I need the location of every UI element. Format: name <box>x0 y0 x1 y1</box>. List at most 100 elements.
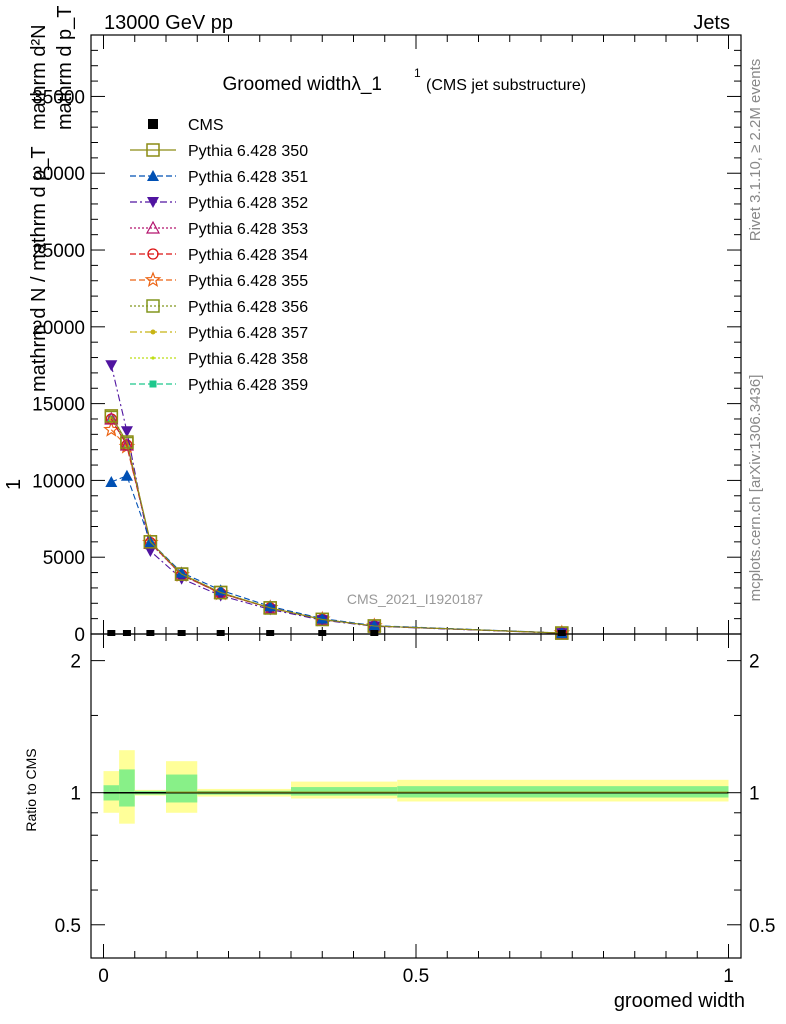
legend-label: Pythia 6.428 351 <box>188 169 308 186</box>
legend-marker <box>145 220 161 234</box>
x-tick-label: 1 <box>723 966 734 987</box>
legend-entry: Pythia 6.428 352 <box>130 195 308 212</box>
series-8 <box>109 417 564 635</box>
series-5 <box>103 421 571 641</box>
cms-data-point <box>318 630 327 636</box>
legend-marker <box>146 299 160 313</box>
plot-title: Groomed widthλ_1 <box>223 74 382 95</box>
series-point <box>144 546 157 558</box>
legend-marker <box>148 119 158 129</box>
series-point <box>315 612 329 627</box>
legend-label: Pythia 6.428 355 <box>188 273 308 290</box>
series-point <box>174 567 189 581</box>
legend-label: Pythia 6.428 354 <box>188 247 308 264</box>
series-point <box>368 619 381 631</box>
ratio-inner-band <box>119 769 135 807</box>
legend: CMS Pythia 6.428 350 Pythia 6.428 351 Pythi… <box>130 117 308 394</box>
ratio-y-tick-label-right: 0.5 <box>749 916 775 937</box>
legend-marker <box>149 380 157 388</box>
legend-label: Pythia 6.428 356 <box>188 299 308 316</box>
legend-marker <box>147 170 159 181</box>
cms-data-point <box>107 630 116 636</box>
cms-data-point <box>216 630 225 636</box>
ratio-y-label: Ratio to CMS <box>23 748 39 831</box>
cms-data-point <box>557 630 566 636</box>
rivet-label: Rivet 3.1.10, ≥ 2.2M events <box>747 59 764 242</box>
legend-label: Pythia 6.428 350 <box>188 143 308 160</box>
series-3 <box>104 411 569 639</box>
legend-label: Pythia 6.428 353 <box>188 221 308 238</box>
legend-entry: Pythia 6.428 358 <box>130 351 308 368</box>
legend-marker <box>150 329 156 335</box>
series-point <box>105 475 118 487</box>
series-line <box>110 418 562 634</box>
series-point <box>105 360 118 372</box>
series-line <box>110 365 562 634</box>
ratio-y-tick-label-left: 0.5 <box>55 916 81 937</box>
y-label-line-3: 1 <box>3 479 25 490</box>
y-label-line-2: mathrm d p_T mathrm d lambda <box>54 0 76 130</box>
legend-label: CMS <box>188 117 224 134</box>
series-point <box>175 566 188 578</box>
legend-label: Pythia 6.428 359 <box>188 377 308 394</box>
legend-entry: Pythia 6.428 359 <box>130 377 308 394</box>
cms-data-point <box>266 630 275 636</box>
legend-entry: Pythia 6.428 353 <box>130 220 308 238</box>
series-4 <box>105 413 568 639</box>
series-line <box>111 475 562 634</box>
series-point <box>214 584 227 596</box>
legend-label: Pythia 6.428 358 <box>188 351 308 368</box>
series-line <box>110 415 562 634</box>
header-right: Jets <box>693 12 730 34</box>
series-point <box>104 411 119 425</box>
y-tick-label: 35000 <box>32 87 85 108</box>
legend-label: Pythia 6.428 352 <box>188 195 308 212</box>
series-point <box>120 435 134 449</box>
legend-marker <box>151 356 155 360</box>
legend-entry: Pythia 6.428 355 <box>130 271 308 290</box>
legend-entry: Pythia 6.428 357 <box>130 325 308 342</box>
series-line <box>110 417 562 634</box>
cms-data-point <box>146 630 155 636</box>
watermark: CMS_2021_I1920187 <box>347 591 483 607</box>
mcplots-label: mcplots.cern.ch [arXiv:1306.3436] <box>747 375 764 602</box>
y-tick-label: 15000 <box>32 395 85 416</box>
series-point <box>213 585 228 600</box>
y-label-line-4: mathrm d N / mathrm d p_T <box>28 146 50 392</box>
ratio-y-tick-label-left: 2 <box>70 652 81 673</box>
series-point <box>104 409 119 423</box>
legend-marker <box>147 197 159 208</box>
cms-data-point <box>122 630 131 636</box>
series-1 <box>105 469 568 639</box>
series-point <box>316 612 329 624</box>
legend-entry-cms: CMS <box>148 117 224 134</box>
legend-entry: Pythia 6.428 351 <box>130 169 308 186</box>
legend-entry: Pythia 6.428 356 <box>130 299 308 316</box>
y-tick-label: 0 <box>74 625 85 646</box>
legend-entry: Pythia 6.428 354 <box>130 247 308 264</box>
legend-marker <box>147 248 159 260</box>
series-point <box>120 469 133 481</box>
ratio-y-tick-label-right: 2 <box>749 652 760 673</box>
series-point <box>263 601 277 615</box>
series-2 <box>105 360 568 640</box>
cms-data-point <box>177 630 186 636</box>
y-tick-label: 5000 <box>43 548 85 569</box>
y-tick-label: 10000 <box>32 471 85 492</box>
series-line <box>110 418 562 634</box>
ratio-y-tick-label-left: 1 <box>70 784 81 805</box>
series-point <box>120 426 133 438</box>
y-tick-label: 25000 <box>32 241 85 262</box>
y-tick-label: 30000 <box>32 164 85 185</box>
series-0 <box>104 409 569 640</box>
legend-label: Pythia 6.428 357 <box>188 325 308 342</box>
ratio-inner-band <box>291 787 398 796</box>
cms-data-point <box>370 630 379 636</box>
series-7 <box>108 416 565 636</box>
plot-title-superscript: 1 <box>414 66 421 80</box>
plot-subtitle: (CMS jet substructure) <box>426 77 586 94</box>
series-point <box>555 626 569 640</box>
series-6 <box>104 410 569 640</box>
series-9 <box>107 415 566 637</box>
series-line <box>110 429 562 634</box>
